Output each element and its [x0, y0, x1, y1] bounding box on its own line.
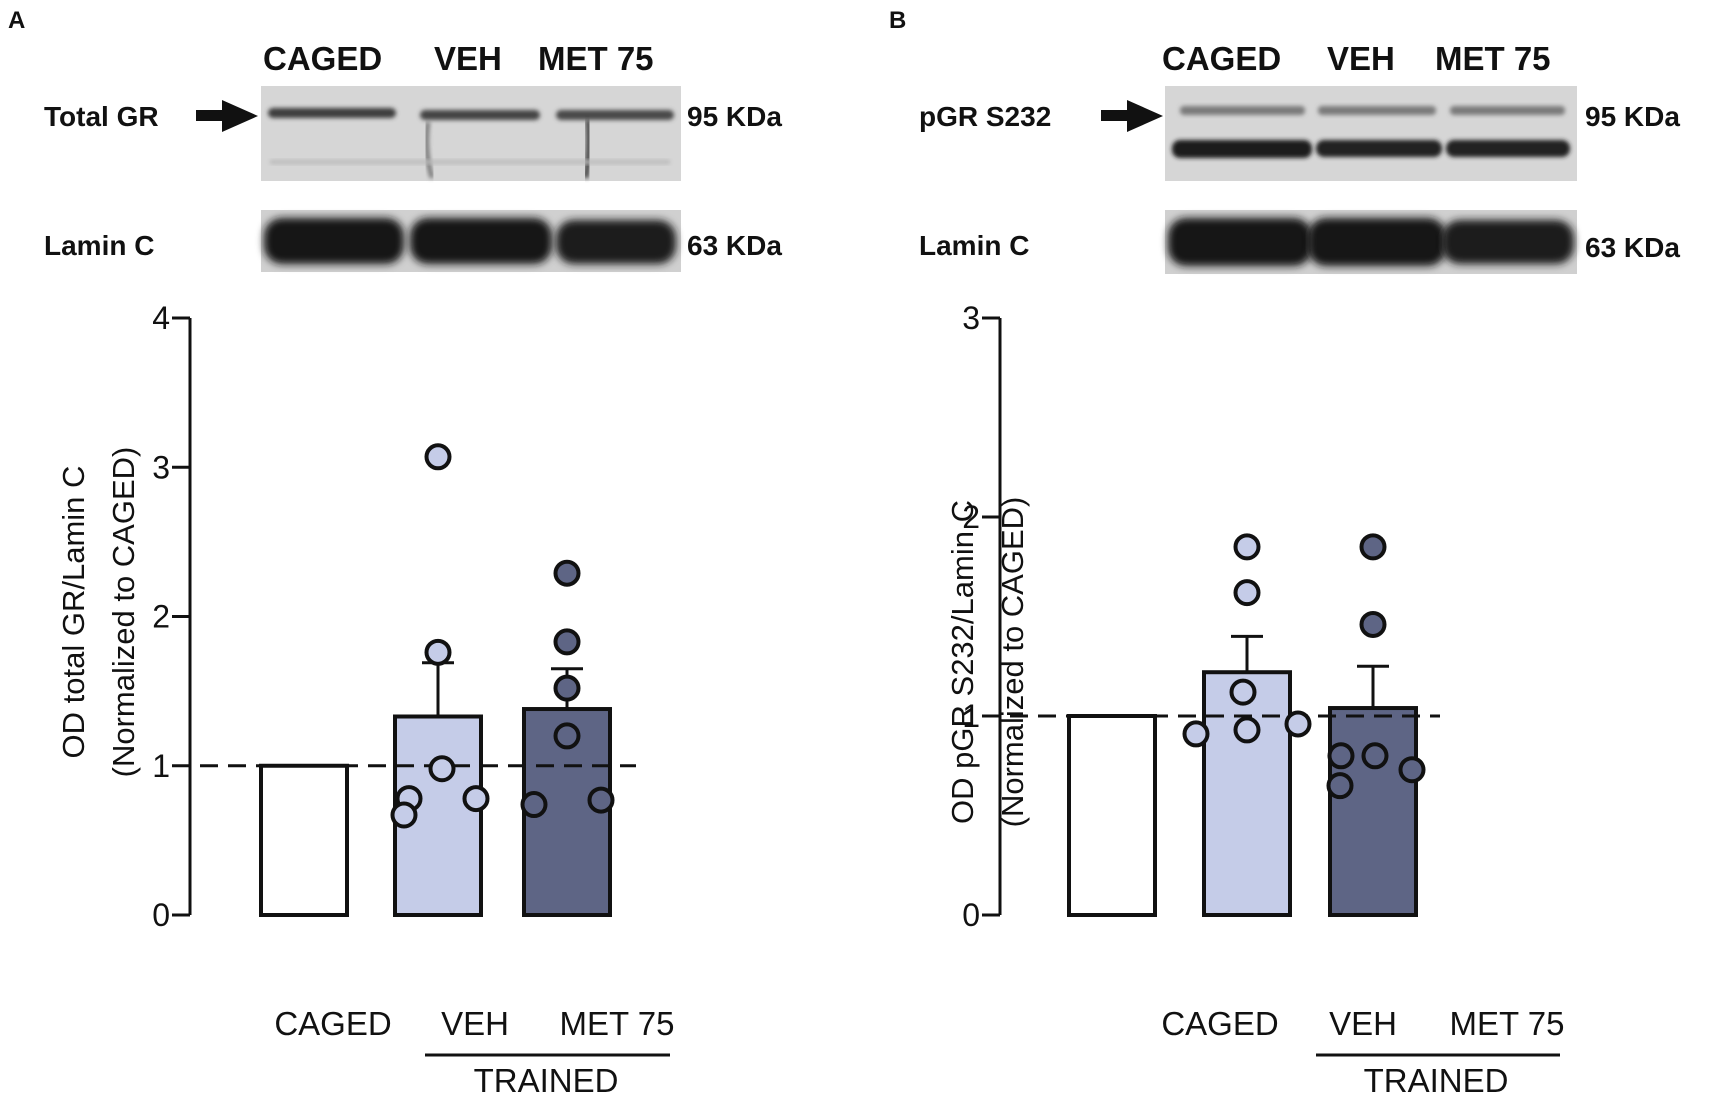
chart-a-y-tick-label: 0: [152, 897, 170, 933]
chart-a-point-met75: [553, 674, 581, 702]
chart-a-ylabel: OD total GR/Lamin C (Normalized to CAGED…: [56, 447, 141, 778]
chart-b-bar-met75: [1328, 706, 1418, 917]
chart-b-point-veh: [1284, 710, 1312, 738]
chart-a-xlabel-caged: CAGED: [274, 1005, 391, 1042]
chart-b-point-met75: [1398, 756, 1426, 784]
chart-a-point-met75: [553, 628, 581, 656]
panel-a: A CAGED VEH MET 75 Total GR 95 KDa Lamin…: [8, 7, 782, 272]
chart-b-point-veh: [1182, 720, 1210, 748]
chart-b-y-tick-label: 3: [962, 300, 980, 336]
chart-b-xlabel-veh: VEH: [1329, 1005, 1397, 1042]
panel-b-letter: B: [889, 7, 906, 34]
chart-a-point-met75: [520, 791, 548, 819]
chart-b-point-met75: [1327, 742, 1355, 770]
chart-b-point-veh: [1229, 678, 1257, 706]
blot-b-top-kda: 95 KDa: [1585, 101, 1680, 132]
chart-a-point-veh: [424, 638, 452, 666]
chart-a-bar-caged: [259, 763, 349, 917]
chart-a-point-veh: [424, 443, 452, 471]
arrow-right-icon: [196, 100, 258, 132]
chart-a-trained-label: TRAINED: [474, 1062, 619, 1099]
chart-b-marks: 0 1 2 3: [962, 300, 1440, 933]
blot-a-lane-veh: VEH: [434, 40, 502, 77]
chart-a-y-tick-label: 2: [152, 599, 170, 635]
chart-b-ylabel-line1: OD pGR S232/Lamin C: [945, 500, 980, 824]
chart-b-point-veh: [1233, 716, 1261, 744]
blot-b-lane-caged: CAGED: [1162, 40, 1281, 77]
chart-a-y-tick-label: 3: [152, 449, 170, 485]
chart-b-point-met75: [1361, 742, 1389, 770]
chart-b-bar-caged: [1067, 714, 1157, 917]
chart-a-point-veh: [390, 801, 418, 829]
blot-a-lane-caged: CAGED: [263, 40, 382, 77]
blot-a-lane-met75: MET 75: [538, 40, 654, 77]
panel-b: B CAGED VEH MET 75 pGR S232 95 KDa Lamin…: [889, 7, 1680, 274]
panel-a-letter: A: [8, 7, 25, 34]
chart-b-point-veh: [1233, 579, 1261, 607]
chart-a-point-veh: [462, 785, 490, 813]
chart-b-xlabel-caged: CAGED: [1161, 1005, 1278, 1042]
chart-a-point-met75: [587, 786, 615, 814]
blot-a-top-kda: 95 KDa: [687, 101, 782, 132]
chart-b-trained-label: TRAINED: [1364, 1062, 1509, 1099]
chart-b-y-tick-label: 0: [962, 897, 980, 933]
blot-a-bottom-label: Lamin C: [44, 230, 154, 261]
chart-b-point-met75: [1359, 533, 1387, 561]
chart-a-xlabel-veh: VEH: [441, 1005, 509, 1042]
chart-b-y-tick-label: 2: [962, 499, 980, 535]
chart-a-xlabel-met75: MET 75: [560, 1005, 675, 1042]
chart-b-point-veh: [1233, 533, 1261, 561]
chart-a-marks: 0 1 2 3 4: [152, 300, 636, 933]
blot-b-bottom-image: [1165, 210, 1577, 274]
arrow-right-icon: [1101, 100, 1163, 132]
chart-b-y-tick-label: 1: [962, 698, 980, 734]
blot-a-top-label: Total GR: [44, 101, 159, 132]
chart-a-point-veh: [428, 755, 456, 783]
chart-a-point-met75: [553, 722, 581, 750]
blot-b-bottom-label: Lamin C: [919, 230, 1029, 261]
chart-a-y-tick-label: 1: [152, 748, 170, 784]
chart-a: OD total GR/Lamin C (Normalized to CAGED…: [56, 447, 674, 1099]
chart-a-y-tick-label: 4: [152, 300, 170, 336]
chart-a-ylabel-line1: OD total GR/Lamin C: [56, 466, 91, 759]
chart-a-point-met75: [553, 559, 581, 587]
chart-b-point-met75: [1359, 610, 1387, 638]
blot-b-lane-met75: MET 75: [1435, 40, 1551, 77]
chart-b-bar-veh: [1202, 670, 1292, 917]
blot-a-bottom-image: [261, 210, 681, 272]
blot-b-bottom-kda: 63 KDa: [1585, 232, 1680, 263]
blot-a-bottom-kda: 63 KDa: [687, 230, 782, 261]
chart-b-point-met75: [1326, 772, 1354, 800]
blot-b-top-label: pGR S232: [919, 101, 1051, 132]
blot-b-lane-veh: VEH: [1327, 40, 1395, 77]
chart-b-xlabel-met75: MET 75: [1450, 1005, 1565, 1042]
blot-a-top-image: [261, 86, 681, 181]
chart-a-ylabel-line2: (Normalized to CAGED): [106, 447, 141, 778]
chart-b-ylabel: OD pGR S232/Lamin C (Normalized to CAGED…: [945, 497, 1030, 828]
blot-b-top-image: [1165, 86, 1577, 181]
